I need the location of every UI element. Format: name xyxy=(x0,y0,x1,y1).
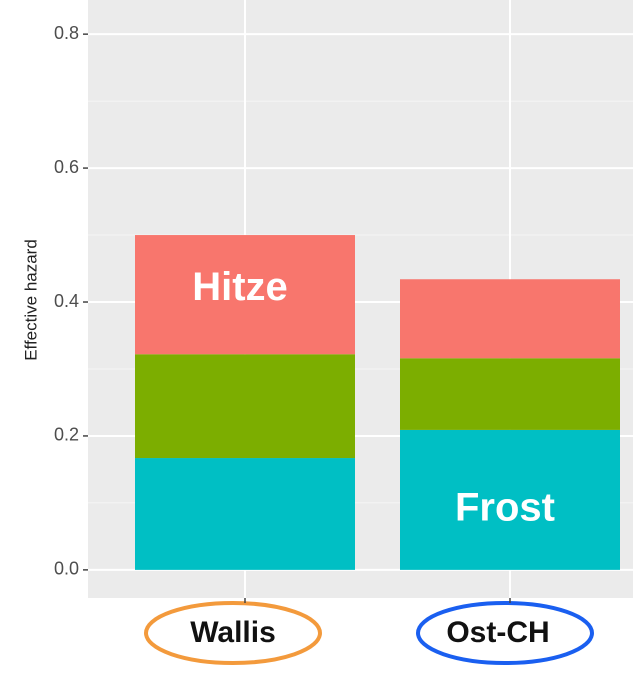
bar-segment xyxy=(400,279,620,359)
bar-segment xyxy=(135,354,355,459)
x-tick-label: Wallis xyxy=(190,616,276,649)
bar-segment xyxy=(400,358,620,430)
series-label: Hitze xyxy=(192,265,288,309)
y-tick-label: 0.0 xyxy=(54,559,79,579)
y-tick-label: 0.8 xyxy=(54,23,79,43)
x-tick-label: Ost-CH xyxy=(446,616,549,649)
category-highlight xyxy=(144,601,322,665)
y-tick-label: 0.6 xyxy=(54,157,79,177)
series-label: Frost xyxy=(455,485,555,529)
bar-segment xyxy=(135,235,355,355)
y-tick-label: 0.2 xyxy=(54,425,79,445)
bar-segment xyxy=(400,429,620,570)
bar-segment xyxy=(135,458,355,570)
y-axis-label: Effective hazard xyxy=(21,239,40,361)
y-tick-label: 0.4 xyxy=(54,291,79,311)
category-highlight xyxy=(416,601,594,665)
